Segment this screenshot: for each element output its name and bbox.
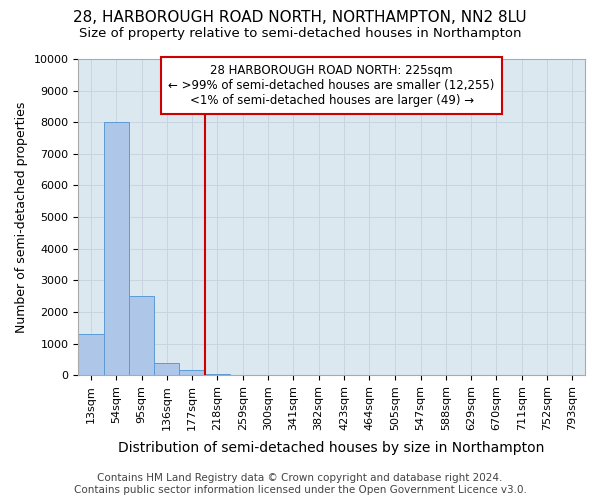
Bar bbox=[104, 122, 129, 375]
Bar bbox=[205, 374, 230, 375]
Bar bbox=[78, 334, 104, 375]
X-axis label: Distribution of semi-detached houses by size in Northampton: Distribution of semi-detached houses by … bbox=[118, 441, 545, 455]
Bar bbox=[129, 296, 154, 375]
Text: Contains HM Land Registry data © Crown copyright and database right 2024.
Contai: Contains HM Land Registry data © Crown c… bbox=[74, 474, 526, 495]
Text: 28 HARBOROUGH ROAD NORTH: 225sqm
← >99% of semi-detached houses are smaller (12,: 28 HARBOROUGH ROAD NORTH: 225sqm ← >99% … bbox=[169, 64, 495, 106]
Text: 28, HARBOROUGH ROAD NORTH, NORTHAMPTON, NN2 8LU: 28, HARBOROUGH ROAD NORTH, NORTHAMPTON, … bbox=[73, 10, 527, 25]
Text: Size of property relative to semi-detached houses in Northampton: Size of property relative to semi-detach… bbox=[79, 28, 521, 40]
Bar bbox=[179, 370, 205, 375]
Bar bbox=[154, 362, 179, 375]
Y-axis label: Number of semi-detached properties: Number of semi-detached properties bbox=[15, 102, 28, 333]
